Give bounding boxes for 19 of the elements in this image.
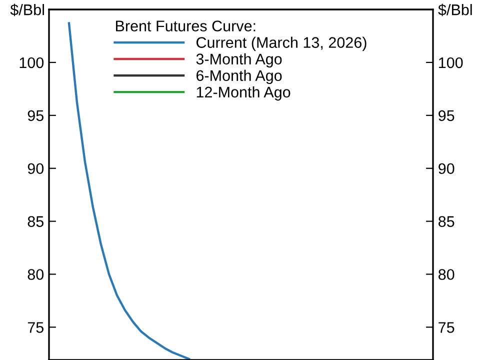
- y-tick-label: 95: [28, 110, 44, 122]
- y-tick-label: 80: [28, 269, 44, 280]
- legend-title: Brent Futures Curve:: [116, 20, 256, 32]
- legend-label: 3-Month Ago: [196, 53, 282, 68]
- legend-label: 12-Month Ago: [196, 86, 290, 101]
- y2-tick-label: 85: [438, 216, 454, 227]
- y-axis-title: $/Bbl: [10, 4, 44, 16]
- legend-label: Current (March 13, 2026): [196, 36, 366, 51]
- y2-tick-label: 80: [438, 269, 454, 280]
- y2-axis-title: $/Bbl: [438, 4, 472, 16]
- y-tick-label: 90: [28, 163, 44, 174]
- y2-tick-label: 75: [438, 322, 454, 333]
- y-tick-label: 75: [28, 322, 44, 333]
- y2-tick-label: 95: [438, 110, 454, 122]
- y-tick-label: 100: [20, 57, 44, 68]
- y2-tick-label: 100: [439, 57, 463, 68]
- y-tick-label: 85: [28, 216, 44, 227]
- legend-label: 6-Month Ago: [196, 70, 282, 84]
- y2-tick-label: 90: [438, 163, 454, 174]
